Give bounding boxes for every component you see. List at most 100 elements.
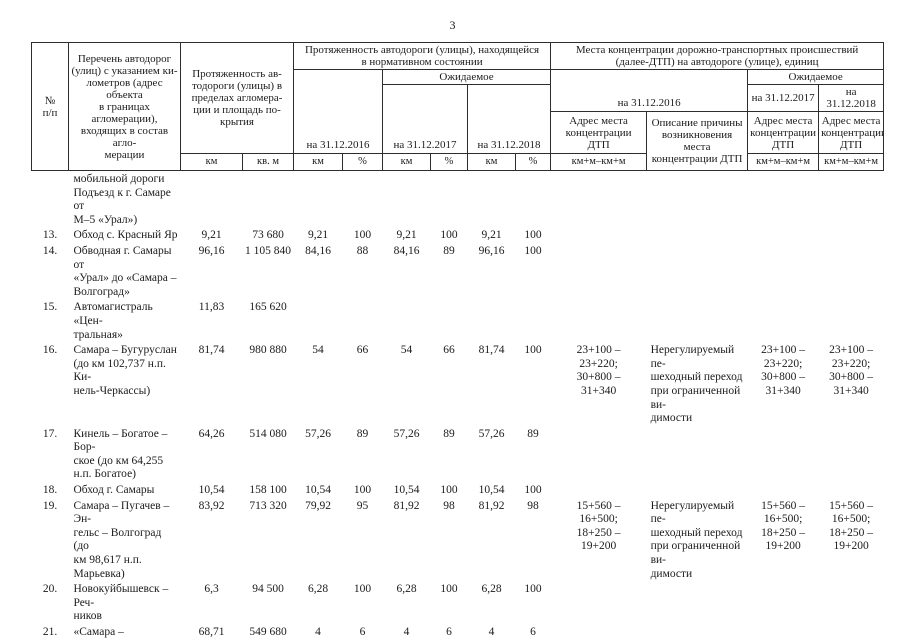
- unit-pct: %: [430, 153, 469, 171]
- norm-pct-2016: 66: [356, 344, 369, 357]
- header-normative: Протяженность автодороги (улицы), находя…: [293, 42, 552, 70]
- norm-pct-2018: 100: [524, 229, 542, 242]
- header-dtp-addr-2017: Адрес места концентрации ДТП: [747, 111, 820, 154]
- unit-km: км: [293, 153, 344, 171]
- norm-pct-2017: 6: [446, 626, 452, 638]
- norm-pct-2018: 6: [530, 626, 536, 638]
- length-km: 96,16: [198, 244, 225, 257]
- length-km: 83,92: [198, 499, 225, 512]
- norm-km-2018: [468, 171, 516, 228]
- table-row: 17. Кинель – Богатое – Бор- ское (до км …: [32, 426, 884, 482]
- norm-km-2018: 81,74: [478, 344, 505, 357]
- dtp-address-2018: [819, 243, 884, 299]
- unit-km-m: км+м–км+м: [818, 153, 885, 171]
- length-km: 11,83: [198, 301, 225, 314]
- norm-pct-2016: 100: [353, 583, 372, 596]
- table-row: 18. Обход г. Самары 10,54 158 100 10,54 …: [32, 482, 884, 498]
- norm-km-2018: 57,26: [478, 427, 505, 440]
- norm-km-2016: 84,16: [305, 244, 331, 257]
- table-row: 14. Обводная г. Самары от «Урал» до «Сам…: [32, 243, 884, 299]
- norm-km-2018: 6,28: [481, 583, 502, 596]
- table-row: 13. Обход с. Красный Яр 9,21 73 680 9,21…: [32, 227, 884, 243]
- dtp-cause-description: [647, 426, 748, 482]
- length-km: 9,21: [201, 229, 222, 242]
- norm-km-2016: 57,26: [305, 427, 331, 440]
- norm-km-2016: [294, 171, 343, 228]
- table-row: мобильной дороги Подъезд к г. Самаре от …: [32, 171, 884, 228]
- road-name: Автомагистраль «Цен- тральная»: [73, 301, 153, 341]
- norm-km-2016: 10,54: [305, 484, 331, 497]
- unit-km-m: км+м–км+м: [747, 153, 820, 171]
- table-row: 19. Самара – Пугачев – Эн- гельс – Волго…: [32, 498, 884, 582]
- area-sqm: 713 320: [249, 499, 287, 512]
- dtp-address-2016: [551, 426, 647, 482]
- dtp-address-2016: 15+560 – 16+500; 18+250 – 19+200: [576, 499, 621, 553]
- table-row: 15. Автомагистраль «Цен- тральная» 11,83…: [32, 299, 884, 342]
- length-km: 68,71: [198, 626, 225, 638]
- norm-km-2016: 54: [312, 344, 324, 357]
- dtp-address-2016: [551, 624, 647, 640]
- dtp-address-2016: [551, 227, 647, 243]
- table-row: 20. Новокуйбышевск – Реч- ников 6,3 94 5…: [32, 581, 884, 624]
- area-sqm: 980 880: [249, 344, 287, 357]
- area-sqm: 165 620: [249, 301, 287, 314]
- dtp-address-2017: [748, 243, 819, 299]
- header-dtp-cause: Описание причины возникновения места кон…: [646, 111, 749, 171]
- dtp-address-2018: [819, 227, 884, 243]
- norm-pct-2017: 89: [443, 427, 455, 440]
- dtp-address-2017: [748, 581, 819, 624]
- header-norm-expected: Ожидаемое: [382, 69, 552, 85]
- norm-km-2016: 79,92: [305, 499, 331, 512]
- dtp-cause-description: [647, 227, 748, 243]
- table-row: 21. «Самара – Волгоград» – Красноармейск…: [32, 624, 884, 640]
- norm-pct-2017: 100: [440, 583, 458, 596]
- norm-pct-2016: 89: [356, 427, 369, 440]
- unit-km: км: [467, 153, 517, 171]
- norm-pct-2017: 89: [443, 244, 455, 257]
- norm-pct-2018: 89: [527, 427, 539, 440]
- dtp-address-2016: 23+100 – 23+220; 30+800 – 31+340: [576, 344, 621, 397]
- header-road-list: Перечень автодорог (улиц) с указанием ки…: [68, 42, 181, 171]
- dtp-address-2016: [551, 581, 647, 624]
- row-number: 13.: [42, 229, 58, 242]
- unit-sqm: кв. м: [241, 153, 295, 171]
- norm-km-2017: 57,26: [393, 427, 420, 440]
- length-km: [181, 171, 243, 228]
- norm-km-2017: 4: [403, 626, 410, 638]
- dtp-address-2018: [819, 581, 884, 624]
- norm-km-2017: 6,28: [396, 583, 417, 596]
- row-number: 14.: [42, 244, 58, 257]
- norm-pct-2016: [343, 171, 383, 228]
- road-name: Кинель – Богатое – Бор- ское (до км 64,2…: [73, 427, 168, 481]
- header-row-num: № п/п: [31, 42, 69, 171]
- norm-pct-2016: 6: [359, 626, 366, 638]
- table-body: мобильной дороги Подъезд к г. Самаре от …: [32, 171, 884, 640]
- area-sqm: 158 100: [249, 484, 287, 497]
- unit-km-m: км+м–км+м: [550, 153, 648, 171]
- header-dtp-expected: Ожидаемое: [747, 69, 885, 85]
- header-norm-2018: на 31.12.2018: [467, 84, 552, 154]
- norm-pct-2018: 100: [524, 484, 542, 497]
- norm-km-2018: [468, 299, 516, 342]
- dtp-address-2017: [748, 299, 819, 342]
- dtp-cause-description: [647, 299, 748, 342]
- dtp-address-2016: [551, 171, 647, 228]
- roads-table: № п/п Перечень автодорог (улиц) с указан…: [31, 42, 885, 640]
- norm-pct-2017: 66: [443, 344, 455, 357]
- dtp-cause-description: [647, 624, 748, 640]
- row-number: 20.: [42, 583, 58, 596]
- dtp-address-2018: 23+100 – 23+220; 30+800 – 31+340: [829, 344, 874, 397]
- area-sqm: 94 500: [252, 583, 284, 596]
- area-sqm: 514 080: [249, 427, 287, 440]
- length-km: 10,54: [198, 484, 225, 497]
- norm-pct-2016: 95: [356, 499, 369, 512]
- dtp-address-2017: [748, 482, 819, 498]
- road-name: мобильной дороги Подъезд к г. Самаре от …: [73, 173, 171, 226]
- header-dtp-2016: на 31.12.2016: [550, 69, 749, 112]
- header-norm-2017: на 31.12.2017: [382, 84, 469, 154]
- norm-pct-2017: 100: [440, 484, 458, 497]
- header-dtp-addr-2018: Адрес места концентрации ДТП: [818, 111, 885, 154]
- road-name: Самара – Пугачев – Эн- гельс – Волгоград…: [73, 499, 170, 580]
- row-number: 19.: [42, 499, 58, 512]
